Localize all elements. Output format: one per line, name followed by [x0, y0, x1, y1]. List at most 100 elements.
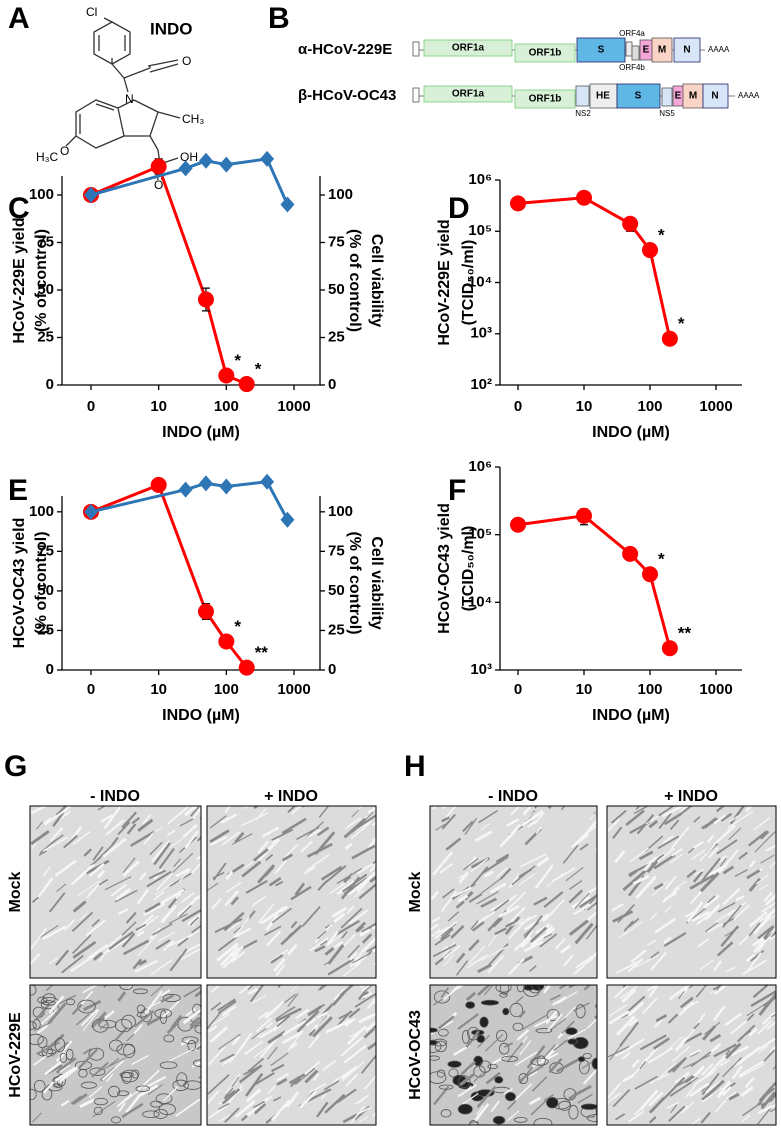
structure	[65, 17, 181, 181]
cell	[182, 824, 198, 839]
micrograph-border	[29, 805, 202, 979]
poly-a: AAAA	[708, 45, 730, 54]
cell	[82, 1009, 100, 1031]
cell	[507, 958, 525, 976]
cell	[149, 841, 163, 856]
cell	[121, 932, 136, 948]
y-tick-label: 0	[46, 661, 54, 678]
cell	[55, 806, 68, 816]
cell	[166, 829, 176, 837]
cell	[281, 853, 294, 862]
cell	[353, 954, 368, 967]
cell	[142, 1110, 160, 1119]
cell	[745, 953, 756, 963]
y2-tick-label: 50	[328, 582, 345, 599]
cell	[469, 866, 489, 889]
cell	[699, 844, 716, 862]
cell	[713, 814, 727, 825]
cell	[738, 851, 749, 860]
cell	[432, 806, 438, 810]
cell	[358, 1012, 376, 1024]
cell	[146, 1015, 162, 1026]
cell	[724, 966, 736, 973]
cell	[474, 830, 493, 843]
cell	[194, 1024, 201, 1034]
cell	[763, 927, 774, 939]
cell	[579, 843, 589, 851]
marker	[661, 640, 678, 657]
cell	[679, 996, 694, 1009]
cell	[460, 1060, 477, 1076]
cell	[470, 920, 479, 930]
cell	[670, 1104, 678, 1114]
cell	[700, 1111, 711, 1124]
cell	[296, 826, 320, 841]
cell	[565, 866, 584, 882]
cell	[542, 1044, 556, 1059]
cell	[727, 902, 746, 917]
cell	[445, 837, 462, 851]
y-tick-label: 10³	[470, 325, 492, 342]
cell	[123, 939, 150, 956]
cell	[118, 1102, 126, 1112]
x-tick-label: 0	[87, 681, 95, 698]
cell	[442, 888, 455, 899]
cell	[255, 808, 267, 821]
cell	[533, 896, 548, 906]
cell	[323, 864, 347, 885]
cell	[627, 958, 644, 973]
cell	[492, 1115, 506, 1125]
cell	[746, 869, 761, 880]
cell	[542, 911, 554, 923]
cell	[309, 1028, 316, 1037]
cell	[479, 1060, 492, 1073]
cell	[61, 954, 84, 974]
cell	[341, 931, 348, 939]
cell	[471, 921, 485, 932]
cell	[550, 1017, 567, 1031]
marker	[642, 242, 658, 259]
x-tick-label: 1000	[277, 681, 310, 698]
cell	[717, 902, 736, 913]
cell	[133, 1023, 143, 1035]
cell	[271, 907, 292, 924]
cell	[343, 962, 361, 977]
cell	[224, 1107, 240, 1123]
cell	[218, 1033, 241, 1050]
micrograph-border	[206, 984, 377, 1126]
cell	[180, 947, 201, 960]
cell	[468, 893, 483, 903]
cell	[161, 888, 185, 904]
cell	[30, 985, 37, 996]
cell	[30, 829, 50, 845]
cell	[338, 1010, 353, 1020]
cell	[487, 954, 505, 974]
cell	[209, 829, 230, 844]
cell	[748, 859, 756, 868]
cell	[317, 985, 324, 991]
cell	[476, 890, 499, 905]
cell	[351, 844, 376, 860]
cell	[228, 1043, 246, 1064]
cell	[225, 1072, 241, 1094]
cell	[757, 1036, 776, 1051]
cell	[739, 1030, 752, 1039]
cell	[625, 809, 645, 827]
cell	[547, 1013, 564, 1032]
cell	[281, 817, 307, 835]
cell	[691, 849, 706, 860]
marker	[150, 158, 167, 175]
atom: H₃C	[36, 150, 59, 164]
cell	[740, 1085, 754, 1097]
cell	[275, 963, 286, 977]
cell	[261, 826, 280, 838]
cell	[473, 1072, 484, 1083]
cell	[543, 985, 552, 994]
cell	[480, 823, 491, 831]
cell	[476, 1034, 486, 1043]
cell	[756, 935, 771, 952]
cell	[350, 822, 371, 840]
cell	[672, 1056, 687, 1073]
cell	[97, 806, 107, 811]
cell	[314, 945, 326, 953]
